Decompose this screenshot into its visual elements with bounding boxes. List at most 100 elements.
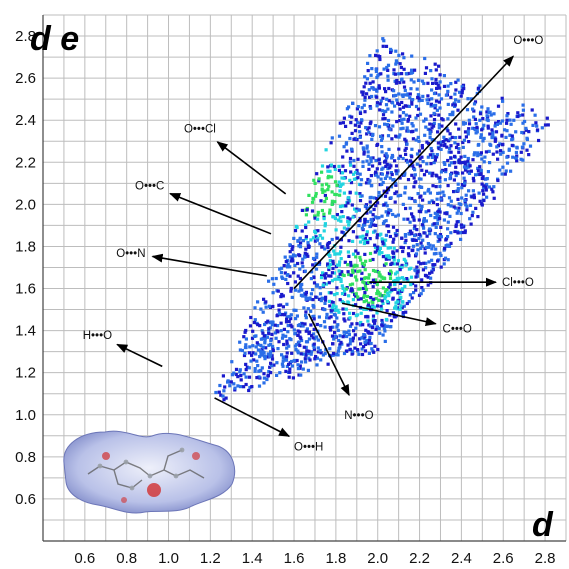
density-point (370, 137, 374, 141)
density-point (429, 146, 433, 151)
density-point (381, 113, 386, 117)
density-point (443, 256, 448, 260)
density-point (343, 260, 347, 264)
density-point (401, 300, 405, 304)
density-point (424, 66, 429, 70)
density-point (261, 345, 265, 349)
density-point (310, 334, 314, 338)
density-point (304, 316, 308, 320)
density-point (386, 107, 390, 111)
density-point (436, 234, 440, 238)
density-point (464, 193, 468, 197)
density-point (367, 126, 371, 130)
density-point (519, 157, 523, 161)
density-point (354, 303, 358, 307)
density-point (462, 176, 466, 180)
density-point (265, 335, 269, 339)
density-point (392, 246, 396, 250)
density-point (509, 122, 513, 126)
density-point (280, 336, 285, 340)
density-point (456, 209, 460, 213)
density-point (342, 116, 346, 120)
density-point (349, 163, 353, 167)
density-point (373, 124, 378, 128)
density-point (303, 254, 307, 258)
density-point (341, 182, 345, 186)
density-point (418, 195, 422, 199)
density-point (481, 189, 485, 193)
density-point (238, 340, 242, 344)
density-point (403, 284, 407, 288)
density-point (341, 155, 345, 159)
density-point (357, 224, 361, 228)
density-point (439, 147, 443, 151)
density-point (490, 128, 494, 132)
density-point (306, 368, 310, 372)
density-point (255, 359, 259, 363)
density-point (408, 159, 413, 163)
density-point (437, 64, 441, 68)
density-point (401, 156, 405, 161)
density-point (466, 170, 470, 174)
density-point (309, 238, 313, 242)
density-point (330, 190, 334, 194)
density-point (433, 155, 437, 159)
density-point (374, 204, 378, 208)
density-point (439, 253, 443, 258)
density-point (428, 136, 432, 140)
y-tick-label: 2.8 (15, 28, 36, 45)
density-point (449, 82, 453, 86)
density-point (387, 86, 391, 91)
density-point (352, 172, 356, 176)
density-point (401, 311, 405, 315)
density-point (361, 323, 365, 327)
density-point (340, 171, 345, 175)
density-point (438, 73, 442, 77)
density-point (372, 196, 376, 200)
density-point (340, 342, 344, 346)
density-point (382, 220, 386, 224)
density-point (371, 213, 375, 217)
x-axis-label: d (532, 506, 554, 544)
density-point (258, 324, 262, 328)
density-point (337, 263, 341, 267)
contact-arrow (116, 343, 163, 368)
density-point (460, 91, 464, 95)
density-point (418, 185, 422, 189)
density-point (356, 348, 360, 352)
density-point (242, 385, 246, 389)
density-point (372, 350, 376, 354)
density-point (430, 77, 434, 81)
density-point (358, 255, 362, 259)
density-point (341, 215, 345, 219)
density-point (410, 147, 414, 151)
density-point (427, 98, 431, 102)
density-point (277, 340, 281, 344)
density-point (359, 297, 363, 301)
density-point (312, 327, 316, 331)
density-point (363, 333, 367, 337)
density-point (498, 142, 502, 146)
density-point (242, 372, 246, 376)
density-point (446, 184, 450, 188)
density-point (389, 325, 393, 329)
density-point (313, 239, 317, 243)
density-point (435, 174, 439, 178)
density-point (467, 140, 471, 144)
density-point (321, 190, 325, 194)
density-point (384, 210, 388, 214)
density-point (348, 324, 353, 328)
density-point (338, 204, 343, 209)
density-point (217, 390, 221, 394)
density-point (404, 259, 408, 263)
density-point (444, 170, 448, 174)
density-point (432, 104, 436, 108)
density-point (348, 160, 352, 164)
density-point (436, 83, 440, 87)
density-point (306, 241, 310, 245)
density-point (364, 299, 368, 303)
density-point (387, 271, 391, 276)
density-point (327, 316, 331, 320)
density-point (326, 169, 330, 173)
density-point (398, 268, 402, 272)
